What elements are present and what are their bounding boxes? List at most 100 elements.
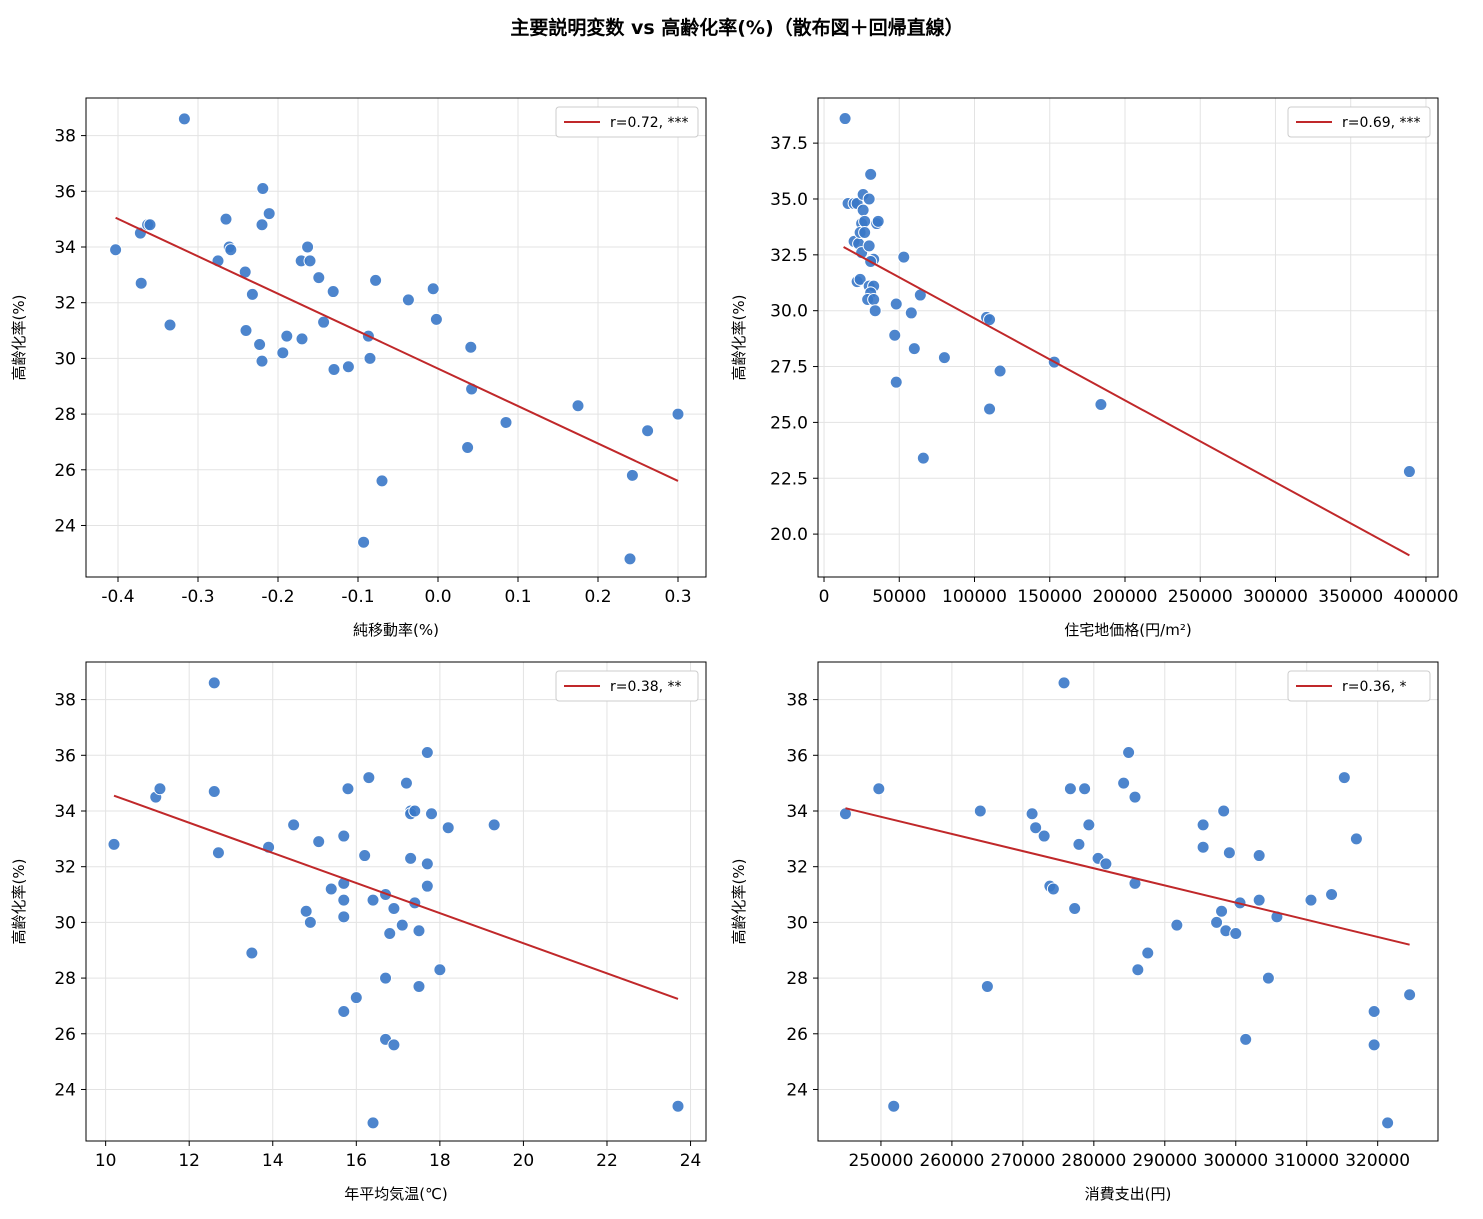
data-point <box>312 835 326 849</box>
data-point <box>324 882 338 896</box>
y-tick-label: 38 <box>54 691 76 711</box>
data-point <box>1117 776 1131 790</box>
y-axis-label: 高齢化率(%) <box>10 859 28 945</box>
data-point <box>993 364 1007 378</box>
data-point <box>387 1038 401 1052</box>
data-point <box>1046 882 1060 896</box>
data-point <box>1210 915 1224 929</box>
data-point <box>253 337 267 351</box>
x-axis-label: 消費支出(円) <box>1085 1185 1172 1203</box>
x-tick-label: 12 <box>178 1151 200 1171</box>
x-tick-label: 250000 <box>848 1151 913 1171</box>
data-point <box>1403 988 1417 1002</box>
data-point <box>224 243 238 257</box>
y-tick-label: 36 <box>54 746 76 766</box>
y-tick-label: 30 <box>54 913 76 933</box>
y-tick-label: 28 <box>786 969 808 989</box>
data-point <box>858 214 872 228</box>
data-point <box>211 846 225 860</box>
data-point <box>937 351 951 365</box>
data-point <box>867 293 881 307</box>
plot-frame <box>817 661 1439 1142</box>
x-tick-label: 350000 <box>1318 587 1383 607</box>
data-point <box>303 254 317 268</box>
data-point <box>625 468 639 482</box>
x-tick-label: 150000 <box>1017 587 1082 607</box>
data-point <box>1196 840 1210 854</box>
x-tick-label: 280000 <box>1061 1151 1126 1171</box>
x-tick-label: 50000 <box>872 587 926 607</box>
x-axis-label: 住宅地価格(円/m²) <box>1064 621 1191 639</box>
data-point <box>623 552 637 566</box>
y-tick-label: 24 <box>54 1080 76 1100</box>
data-point <box>907 342 921 356</box>
data-point <box>1025 807 1039 821</box>
data-point <box>341 782 355 796</box>
x-tick-label: 320000 <box>1345 1151 1410 1171</box>
data-point <box>1381 1116 1395 1130</box>
data-point <box>163 318 177 332</box>
data-point <box>299 904 313 918</box>
x-tick-label: 24 <box>680 1151 702 1171</box>
data-point <box>671 1099 685 1113</box>
data-point <box>341 360 355 374</box>
x-tick-label: 260000 <box>919 1151 984 1171</box>
data-point <box>425 807 439 821</box>
data-point <box>1057 676 1071 690</box>
scatter-panel-1: -0.4 -0.3 -0.2 -0.1 0.0 0.1 0.2 0.3 24 26 28 30 32 34… <box>10 97 707 639</box>
data-point <box>858 225 872 239</box>
data-point <box>1239 1032 1253 1046</box>
data-point <box>303 915 317 929</box>
data-point <box>412 979 426 993</box>
data-point <box>461 441 475 455</box>
y-tick-label: 32 <box>54 858 76 878</box>
y-tick-label: 32.5 <box>770 246 808 266</box>
data-point <box>276 346 290 360</box>
data-point <box>464 340 478 354</box>
x-tick-label: 290000 <box>1132 1151 1197 1171</box>
data-point <box>426 282 440 296</box>
data-point <box>153 782 167 796</box>
x-tick-label: 300000 <box>1203 1151 1268 1171</box>
data-point <box>1261 971 1275 985</box>
data-point <box>295 332 309 346</box>
data-point <box>337 893 351 907</box>
y-tick-label: 26 <box>54 461 76 481</box>
data-point <box>255 354 269 368</box>
y-tick-label: 28 <box>54 405 76 425</box>
data-point <box>983 402 997 416</box>
x-tick-label: 0.0 <box>424 587 451 607</box>
figure-title: 主要説明変数 vs 高齢化率(%)（散布図＋回帰直線） <box>510 16 963 39</box>
legend-label: r=0.36, * <box>1342 679 1407 695</box>
data-point <box>375 474 389 488</box>
x-tick-label: 0.2 <box>584 587 611 607</box>
legend-box <box>1287 106 1431 138</box>
x-tick-label: 0.1 <box>504 587 531 607</box>
data-point <box>1367 1005 1381 1019</box>
data-point <box>109 243 123 257</box>
data-point <box>887 1099 901 1113</box>
data-point <box>433 963 447 977</box>
data-point <box>862 239 876 253</box>
data-point <box>1082 818 1096 832</box>
data-point <box>1068 901 1082 915</box>
legend-box <box>555 106 699 138</box>
data-point <box>387 901 401 915</box>
x-axis-label: 年平均気温(℃) <box>344 1185 448 1203</box>
x-tick-label: 270000 <box>990 1151 1055 1171</box>
y-tick-label: 34 <box>54 802 76 822</box>
y-tick-label: 22.5 <box>770 469 808 489</box>
y-tick-label: 27.5 <box>770 358 808 378</box>
data-point <box>420 746 434 760</box>
y-tick-label: 24 <box>54 516 76 536</box>
x-tick-label: 22 <box>596 1151 618 1171</box>
x-tick-label: 16 <box>345 1151 367 1171</box>
data-point <box>369 273 383 287</box>
x-tick-label: 310000 <box>1274 1151 1339 1171</box>
data-point <box>1128 790 1142 804</box>
data-point <box>838 807 852 821</box>
data-point <box>420 879 434 893</box>
data-point <box>349 991 363 1005</box>
x-tick-label: 18 <box>429 1151 451 1171</box>
